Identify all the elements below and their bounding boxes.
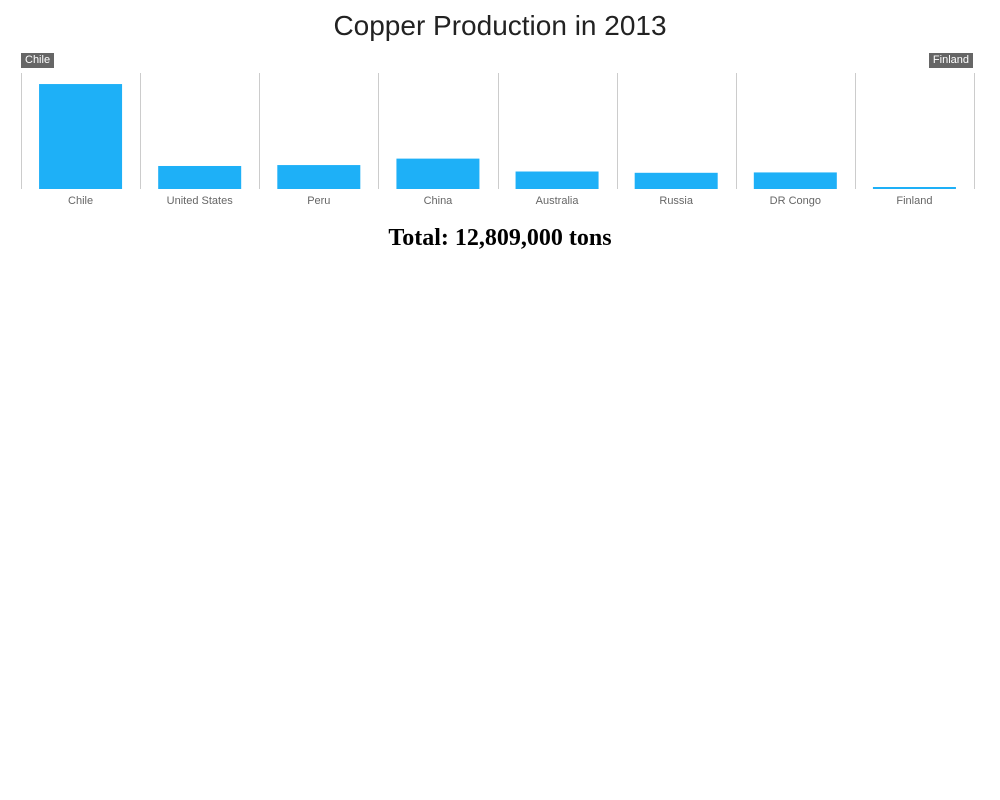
bar-finland[interactable] (872, 187, 956, 189)
category-label: Australia (536, 195, 580, 207)
bar-chile[interactable] (39, 84, 123, 189)
bar-russia[interactable] (634, 172, 718, 189)
bar-china[interactable] (396, 158, 480, 189)
bar-chart: Chile United States Peru China Australia Russ… (21, 73, 975, 207)
bar-united-states[interactable] (158, 165, 242, 189)
category-label: Russia (659, 195, 694, 207)
category-label: China (424, 195, 454, 207)
chart-dividers (21, 73, 975, 189)
total-label: Total: (388, 225, 449, 251)
bar-dr-congo[interactable] (753, 172, 837, 189)
chart-bars (39, 84, 956, 189)
bar-peru[interactable] (277, 165, 361, 189)
chart-title: Copper Production in 2013 (333, 10, 667, 41)
range-start-label[interactable]: Chile (21, 53, 55, 68)
category-label: Peru (307, 195, 330, 207)
total-summary: Total: 12,809,000 tons (0, 225, 1000, 252)
total-value: 12,809,000 (454, 225, 563, 251)
category-label: DR Congo (770, 195, 821, 207)
category-label: Finland (896, 195, 932, 207)
total-unit: tons (568, 225, 612, 251)
category-label: Chile (68, 195, 93, 207)
range-end-label[interactable]: Finland (928, 53, 973, 68)
bar-australia[interactable] (515, 171, 599, 189)
category-label: United States (167, 195, 234, 207)
category-labels: Chile United States Peru China Australia Russ… (68, 195, 932, 207)
